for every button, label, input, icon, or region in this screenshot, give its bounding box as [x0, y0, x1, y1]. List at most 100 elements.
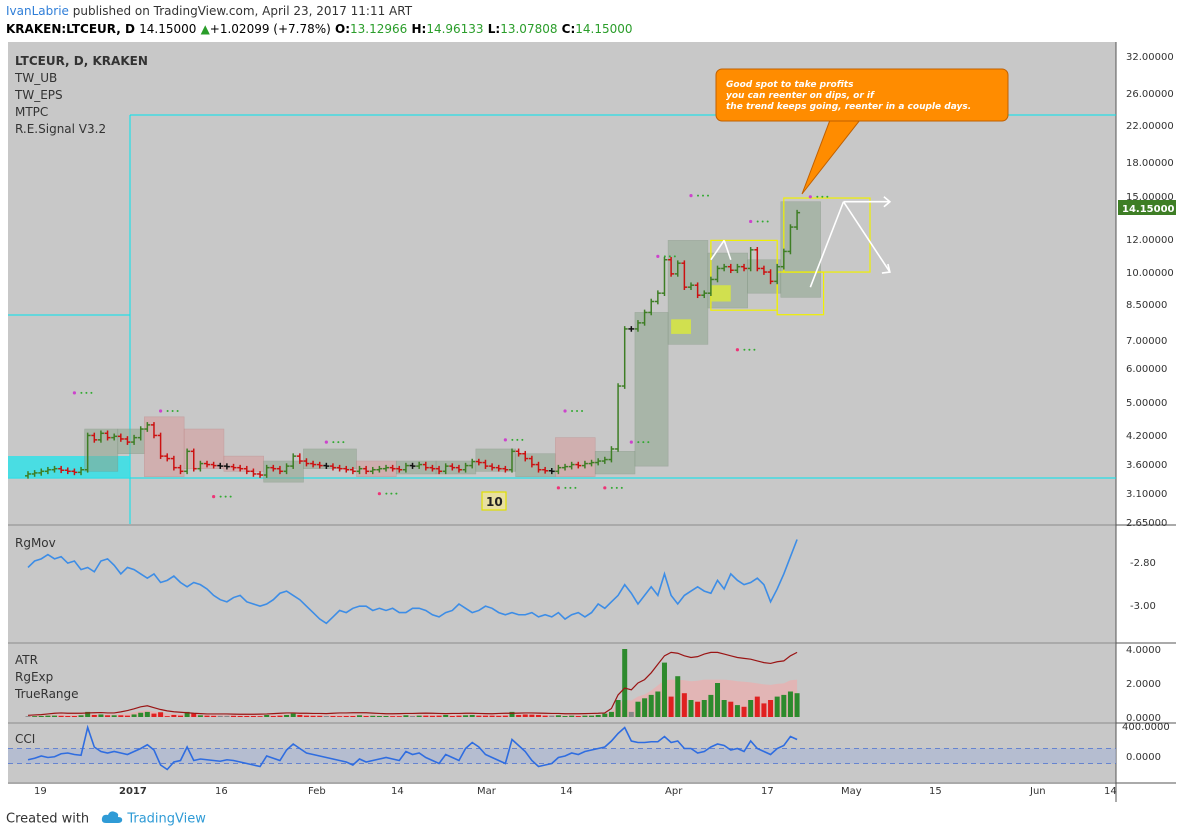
callout-box[interactable] — [715, 68, 1009, 122]
time-axis[interactable]: 19 2017 16 Feb 14 Mar 14 Apr 17 May 15 J… — [34, 786, 1117, 797]
truerange-bar — [555, 715, 561, 717]
truerange-bar — [575, 715, 581, 717]
signal-dot — [332, 441, 335, 444]
truerange-bar — [476, 715, 482, 717]
signal-dot — [808, 195, 812, 199]
truerange-bar — [71, 715, 77, 717]
signal-dot — [735, 348, 740, 352]
chart-area[interactable]: LTCEUR, D, KRAKEN TW_UB TW_EPS MTPC R.E.… — [0, 42, 1184, 802]
signal-dot — [673, 255, 676, 258]
last-price-tag-label: 14.15000 — [1122, 204, 1175, 215]
truerange-bar — [410, 715, 416, 717]
consolidation-box — [183, 428, 225, 469]
candlestick-series — [25, 209, 801, 479]
truerange-bar — [337, 716, 343, 717]
price-axis[interactable]: 32.00000 26.00000 22.00000 18.00000 15.0… — [1126, 52, 1174, 529]
atr-line — [27, 651, 798, 716]
truerange-bar — [661, 662, 667, 717]
truerange-bar — [191, 713, 197, 717]
signal-dot — [563, 409, 567, 413]
signal-dot — [753, 348, 756, 351]
truerange-bar — [343, 715, 349, 717]
signal-dot — [707, 194, 709, 197]
truerange-bar — [708, 694, 714, 717]
truerange-bar — [542, 715, 548, 717]
atr-tick: 0.0000 — [1126, 713, 1161, 724]
truerange-bar — [734, 705, 740, 717]
x-tick: 14 — [391, 786, 404, 797]
truerange-bar — [330, 715, 336, 717]
legend-tw-ub: TW_UB — [14, 71, 57, 85]
highlight-zone — [710, 285, 731, 302]
x-tick: 19 — [34, 786, 47, 797]
truerange-bar — [131, 714, 137, 717]
truerange-bar — [303, 715, 309, 717]
legend-rgexp: RgExp — [15, 670, 53, 684]
y-tick: 12.00000 — [1126, 235, 1174, 246]
projection-arrow — [842, 201, 891, 273]
tradingview-cloud-icon — [101, 810, 123, 828]
signal-dot — [743, 348, 746, 351]
signal-dot — [756, 220, 759, 223]
legend-mtpc: MTPC — [15, 105, 48, 119]
truerange-bar — [701, 700, 707, 717]
signal-dot — [766, 220, 769, 223]
truerange-bar — [635, 701, 641, 717]
rgmov-pane[interactable] — [8, 526, 1116, 642]
signal-dot — [324, 440, 328, 444]
truerange-bar — [715, 683, 721, 717]
truerange-bar — [211, 715, 217, 717]
rgmov-tick: -2.80 — [1130, 558, 1156, 569]
truerange-bar — [297, 714, 303, 717]
truerange-bar — [423, 715, 429, 717]
signal-dot — [642, 441, 645, 444]
truerange-bar — [787, 691, 793, 717]
close-value: 14.15000 — [575, 22, 633, 36]
truerange-bar — [383, 715, 389, 717]
arrow-head — [881, 263, 891, 274]
truerange-bar — [91, 714, 97, 717]
signal-dot — [521, 438, 524, 441]
truerange-bar — [768, 700, 774, 717]
signal-dot — [337, 441, 340, 444]
tradingview-link[interactable]: TradingView — [127, 811, 206, 827]
y-tick: 10.00000 — [1126, 268, 1174, 279]
author-link[interactable]: IvanLabrie — [6, 4, 69, 18]
truerange-bar — [363, 715, 369, 717]
x-tick: 16 — [215, 786, 228, 797]
signal-dot — [85, 391, 88, 394]
truerange-bar — [98, 714, 104, 717]
cci-tick: 0.0000 — [1126, 752, 1161, 763]
atr-pane[interactable] — [8, 644, 1116, 722]
truerange-bar — [78, 715, 84, 717]
truerange-bar — [562, 715, 568, 717]
signal-dot — [826, 195, 829, 198]
up-arrow-icon: ▲ — [200, 22, 210, 36]
legend-resignal: R.E.Signal V3.2 — [15, 122, 106, 136]
truerange-bar — [250, 715, 256, 717]
truerange-bar — [376, 715, 382, 717]
x-tick: Mar — [477, 786, 497, 797]
truerange-bar — [595, 714, 601, 717]
truerange-bar — [443, 714, 449, 717]
y-tick: 6.00000 — [1126, 364, 1167, 375]
last-price: 14.15000 — [139, 22, 197, 36]
signal-dot — [212, 495, 216, 499]
truerange-bar — [151, 713, 157, 717]
signal-dot — [647, 441, 650, 444]
truerange-bar — [350, 715, 356, 717]
signal-dot — [749, 219, 753, 224]
truerange-bar — [728, 701, 734, 717]
signal-dot — [503, 438, 507, 442]
truerange-bar — [748, 700, 754, 717]
low-label: L: — [487, 22, 501, 36]
projection-arrow — [809, 201, 845, 288]
truerange-bar — [668, 696, 674, 717]
y-tick: 3.10000 — [1126, 489, 1167, 500]
open-value: 13.12966 — [350, 22, 408, 36]
truerange-bar — [390, 716, 396, 717]
consolidation-box — [475, 448, 516, 472]
atr-tick: 4.0000 — [1126, 645, 1161, 656]
projection-arrow — [710, 239, 725, 261]
truerange-bar — [469, 714, 475, 717]
